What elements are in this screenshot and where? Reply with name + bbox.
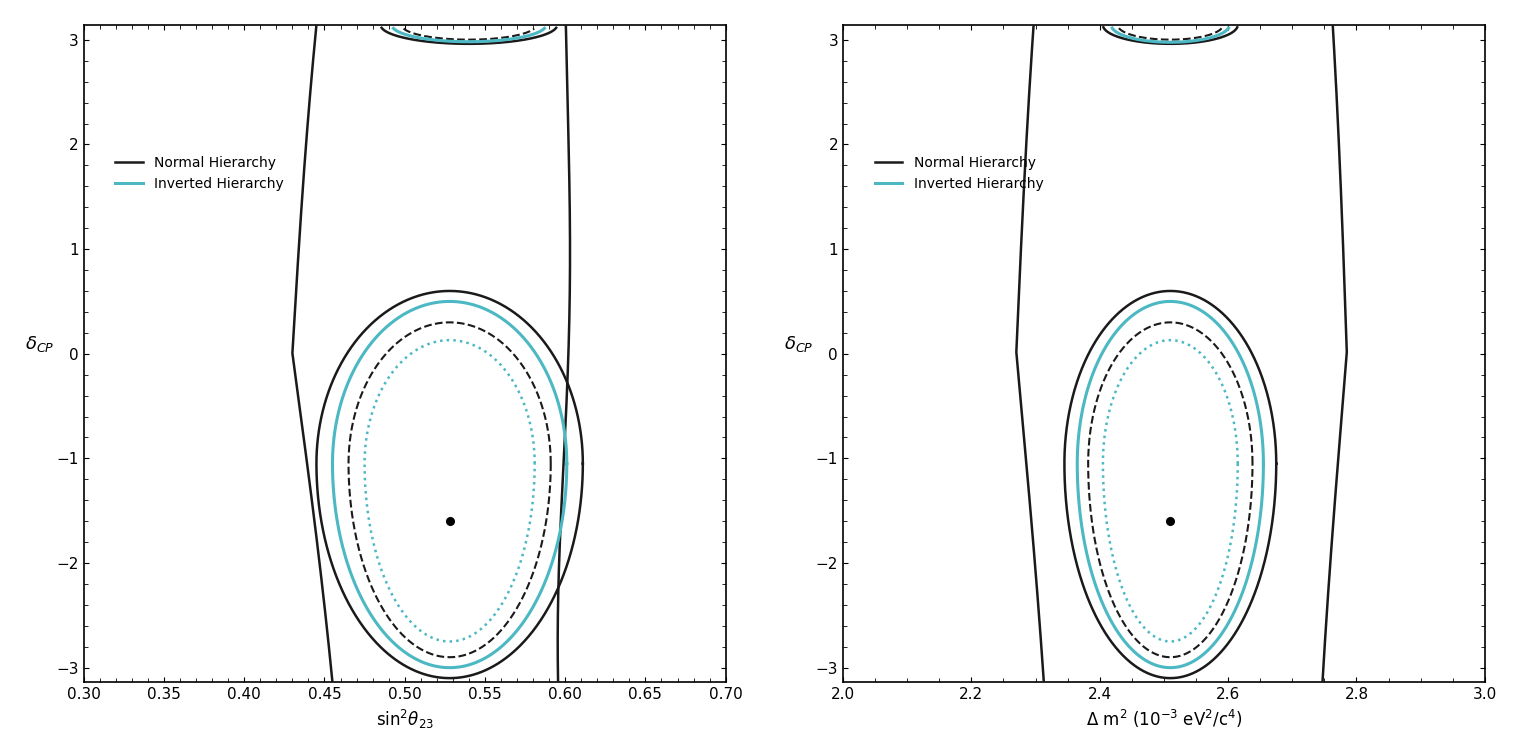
Y-axis label: $\delta_{CP}$: $\delta_{CP}$	[24, 333, 55, 354]
Legend: Normal Hierarchy, Inverted Hierarchy: Normal Hierarchy, Inverted Hierarchy	[869, 150, 1049, 197]
Legend: Normal Hierarchy, Inverted Hierarchy: Normal Hierarchy, Inverted Hierarchy	[110, 150, 289, 197]
Y-axis label: $\delta_{CP}$: $\delta_{CP}$	[784, 333, 814, 354]
X-axis label: $\Delta$ m$^2$ (10$^{-3}$ eV$^2$/c$^4$): $\Delta$ m$^2$ (10$^{-3}$ eV$^2$/c$^4$)	[1085, 708, 1242, 730]
X-axis label: sin$^2\theta_{23}$: sin$^2\theta_{23}$	[376, 708, 434, 731]
